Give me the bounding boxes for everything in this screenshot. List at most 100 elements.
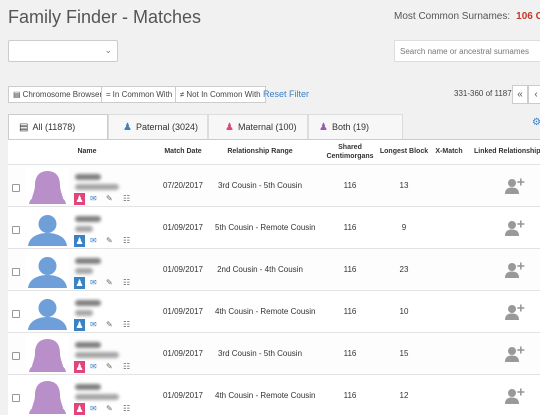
row-checkbox[interactable]: [12, 394, 20, 402]
col-relationship[interactable]: Relationship Range: [227, 148, 293, 155]
edit-note-icon[interactable]: ✎: [106, 362, 113, 371]
x-match: [429, 291, 469, 333]
double-chevron-left-icon: «: [517, 89, 523, 100]
relationship-range: 4th Cousin - Remote Cousin: [215, 391, 316, 400]
tab-all[interactable]: ▤ All (11878): [8, 114, 108, 141]
match-subname: [75, 310, 93, 316]
shared-cm[interactable]: 116: [343, 349, 357, 358]
avatar[interactable]: [26, 378, 69, 414]
not-in-common-with-button[interactable]: ≠ Not In Common With: [175, 86, 266, 103]
page-range: 331-360 of 11878: [454, 89, 517, 98]
relationship-range: 5th Cousin - Remote Cousin: [215, 223, 316, 232]
col-linked: Linked Relationship: [474, 148, 540, 155]
first-page-button[interactable]: «: [512, 85, 528, 104]
tab-paternal[interactable]: ♟ Paternal (3024): [108, 114, 208, 139]
edit-note-icon[interactable]: ✎: [106, 194, 113, 203]
match-name[interactable]: [75, 216, 101, 222]
family-tree-icon[interactable]: ☷: [123, 320, 131, 329]
common-surnames: Most Common Surnames: 106 Co: [394, 11, 540, 22]
row-checkbox[interactable]: [12, 268, 20, 276]
longest-block: 15: [399, 349, 409, 358]
match-date: 01/09/2017: [162, 307, 204, 316]
shared-cm[interactable]: 116: [343, 391, 357, 400]
surnames-count[interactable]: 106: [516, 11, 533, 22]
add-relationship-icon[interactable]: [504, 387, 526, 405]
edit-note-icon[interactable]: ✎: [106, 404, 113, 413]
shared-cm[interactable]: 116: [343, 265, 357, 274]
col-shared[interactable]: Shared Centimorgans: [326, 144, 374, 160]
male-icon: ♟: [74, 235, 85, 247]
family-tree-icon[interactable]: ☷: [123, 362, 131, 371]
add-relationship-icon[interactable]: [504, 345, 526, 363]
family-tree-icon[interactable]: ☷: [123, 236, 131, 245]
shared-cm[interactable]: 116: [343, 307, 357, 316]
avatar[interactable]: [26, 336, 69, 372]
edit-note-icon[interactable]: ✎: [106, 278, 113, 287]
longest-block: 23: [399, 265, 409, 274]
tab-maternal[interactable]: ♟ Maternal (100): [208, 114, 308, 139]
male-icon: ♟: [74, 319, 85, 331]
envelope-icon[interactable]: ✉: [90, 362, 97, 371]
chromosome-browser-button[interactable]: ▤ Chromosome Browser: [8, 86, 108, 103]
x-match: [429, 375, 469, 415]
table-row: ♟ ✉ ✎ ☷ 07/20/2017 3rd Cousin - 5th Cous…: [8, 165, 540, 207]
search-input[interactable]: [394, 40, 540, 62]
chromosome-icon: ▤: [13, 90, 21, 99]
longest-block: 12: [399, 391, 409, 400]
prev-page-button[interactable]: ‹: [528, 85, 540, 104]
match-subname: [75, 184, 119, 190]
edit-note-icon[interactable]: ✎: [106, 236, 113, 245]
x-match: [429, 333, 469, 375]
col-name[interactable]: Name: [77, 148, 97, 155]
add-relationship-icon[interactable]: [504, 303, 526, 321]
row-checkbox[interactable]: [12, 184, 20, 192]
in-common-with-button[interactable]: = In Common With: [101, 86, 178, 103]
avatar[interactable]: [26, 252, 69, 288]
envelope-icon[interactable]: ✉: [90, 236, 97, 245]
row-checkbox[interactable]: [12, 310, 20, 318]
add-relationship-icon[interactable]: [504, 177, 526, 195]
match-date: 07/20/2017: [162, 181, 204, 190]
longest-block: 13: [399, 181, 409, 190]
match-name[interactable]: [75, 174, 101, 180]
family-tree-icon[interactable]: ☷: [123, 278, 131, 287]
list-icon: ▤: [19, 122, 29, 133]
match-name[interactable]: [75, 300, 101, 306]
edit-note-icon[interactable]: ✎: [106, 320, 113, 329]
shared-cm[interactable]: 116: [343, 223, 357, 232]
avatar[interactable]: [26, 168, 69, 204]
surnames-label: Most Common Surnames:: [394, 11, 511, 22]
row-checkbox[interactable]: [12, 352, 20, 360]
match-subname: [75, 394, 119, 400]
add-relationship-icon[interactable]: [504, 219, 526, 237]
tab-both[interactable]: ♟ Both (19): [308, 114, 403, 139]
match-name[interactable]: [75, 258, 101, 264]
x-match: [429, 165, 469, 207]
envelope-icon[interactable]: ✉: [90, 320, 97, 329]
col-match-date[interactable]: Match Date: [164, 148, 202, 155]
match-subname: [75, 352, 119, 358]
avatar[interactable]: [26, 294, 69, 330]
family-tree-icon[interactable]: ☷: [123, 194, 131, 203]
surname-link[interactable]: Co: [535, 11, 540, 22]
avatar[interactable]: [26, 210, 69, 246]
x-match: [429, 249, 469, 291]
chevron-left-icon: ‹: [534, 89, 538, 100]
col-longest-block[interactable]: Longest Block: [379, 148, 429, 155]
reset-filter-link[interactable]: Reset Filter: [263, 89, 310, 99]
add-relationship-icon[interactable]: [504, 261, 526, 279]
female-icon: ♟: [74, 361, 85, 373]
settings-icon[interactable]: ⚙: [532, 117, 540, 128]
match-name[interactable]: [75, 342, 101, 348]
envelope-icon[interactable]: ✉: [90, 278, 97, 287]
filter-select[interactable]: ⌄: [8, 40, 118, 62]
envelope-icon[interactable]: ✉: [90, 404, 97, 413]
col-x-match[interactable]: X-Match: [435, 148, 463, 155]
table-body: ♟ ✉ ✎ ☷ 07/20/2017 3rd Cousin - 5th Cous…: [8, 165, 540, 415]
envelope-icon[interactable]: ✉: [90, 194, 97, 203]
row-checkbox[interactable]: [12, 226, 20, 234]
page-title: Family Finder - Matches: [8, 7, 202, 27]
match-name[interactable]: [75, 384, 101, 390]
shared-cm[interactable]: 116: [343, 181, 357, 190]
family-tree-icon[interactable]: ☷: [123, 404, 131, 413]
